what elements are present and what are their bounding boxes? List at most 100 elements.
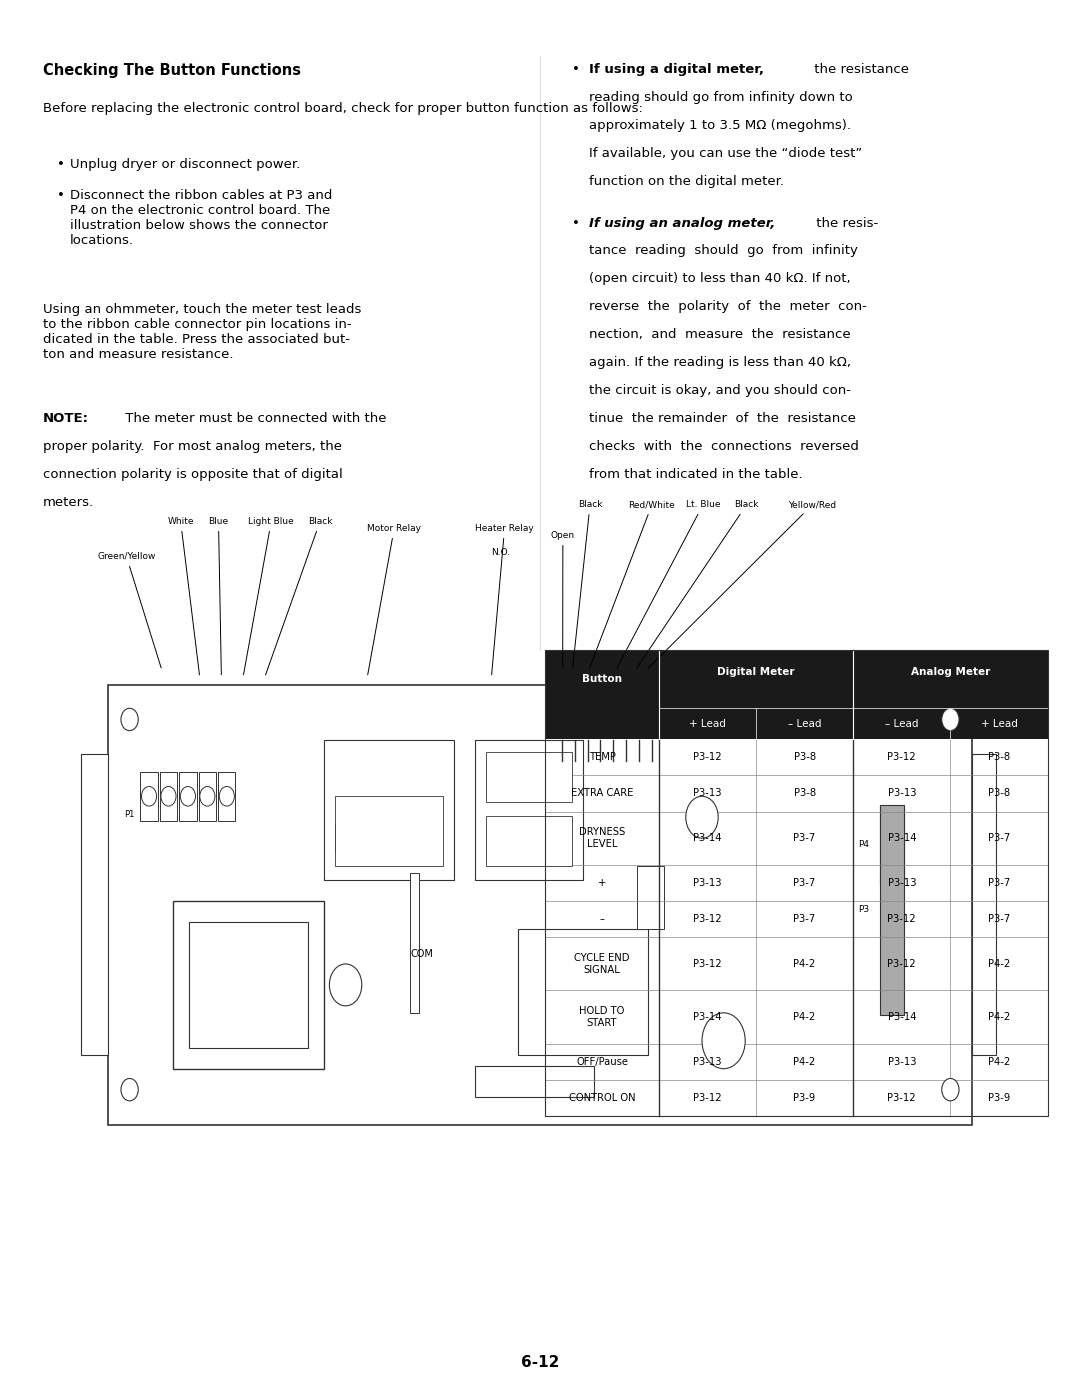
Bar [880,806,904,883]
Text: P3-12: P3-12 [888,958,916,970]
Bar [81,754,108,1055]
Bar [545,901,1048,937]
Bar [880,805,904,1014]
Text: +: + [598,877,606,888]
Text: P3-13: P3-13 [888,1056,916,1067]
Text: TEMP: TEMP [589,752,616,763]
Bar [189,922,308,1048]
Bar [218,771,235,821]
Text: •: • [57,158,65,170]
Text: P3-12: P3-12 [693,914,721,925]
Text: P3-13: P3-13 [888,877,916,888]
Text: •: • [57,189,65,201]
Text: Blue: Blue [208,517,229,675]
Text: P4-2: P4-2 [988,958,1010,970]
Text: from that indicated in the table.: from that indicated in the table. [589,468,802,481]
Text: Checking The Button Functions: Checking The Button Functions [43,63,301,78]
Text: Lt. Blue: Lt. Blue [617,500,720,668]
Circle shape [702,1013,745,1069]
Text: If available, you can use the “diode test”: If available, you can use the “diode tes… [589,147,862,159]
Text: If using a digital meter,: If using a digital meter, [589,63,764,75]
Circle shape [200,787,215,806]
Text: reading should go from infinity down to: reading should go from infinity down to [589,91,852,103]
Text: EXTRA CARE: EXTRA CARE [571,788,633,799]
Text: P3-12: P3-12 [888,914,916,925]
Circle shape [121,1078,138,1101]
Text: P3-12: P3-12 [693,958,721,970]
Bar [410,873,419,1013]
Bar [324,740,454,880]
Text: •: • [572,217,580,229]
Text: P4-2: P4-2 [794,958,815,970]
Text: P3: P3 [859,905,869,914]
Bar [475,740,583,880]
Text: P3-12: P3-12 [693,1092,721,1104]
Text: P3-8: P3-8 [794,752,815,763]
Bar [637,866,664,929]
Text: meters.: meters. [43,496,94,509]
Text: P3-8: P3-8 [794,788,815,799]
Text: P3-12: P3-12 [888,1092,916,1104]
Text: P4-2: P4-2 [988,1011,1010,1023]
Bar [475,1066,594,1097]
Text: approximately 1 to 3.5 MΩ (megohms).: approximately 1 to 3.5 MΩ (megohms). [589,119,851,131]
Text: P4-2: P4-2 [794,1011,815,1023]
Text: reverse  the  polarity  of  the  meter  con-: reverse the polarity of the meter con- [589,300,866,313]
Text: (open circuit) to less than 40 kΩ. If not,: (open circuit) to less than 40 kΩ. If no… [589,272,850,285]
Bar [108,685,972,1125]
Text: Open: Open [551,531,575,668]
Bar [545,865,1048,901]
Bar [179,771,197,821]
Text: Light Blue: Light Blue [243,517,294,675]
Text: P3-14: P3-14 [888,1011,916,1023]
Text: CYCLE END
SIGNAL: CYCLE END SIGNAL [575,953,630,975]
Bar [518,929,648,1055]
Circle shape [942,708,959,731]
Text: P1: P1 [124,810,135,819]
Text: NOTE:: NOTE: [43,412,90,425]
Text: P3-12: P3-12 [693,752,721,763]
Text: the resis-: the resis- [812,217,878,229]
Bar [335,796,443,866]
Text: the circuit is okay, and you should con-: the circuit is okay, and you should con- [589,384,851,397]
Circle shape [219,787,234,806]
Circle shape [141,787,157,806]
Text: proper polarity.  For most analog meters, the: proper polarity. For most analog meters,… [43,440,342,453]
Circle shape [121,708,138,731]
Bar [486,816,572,866]
Text: White: White [167,517,200,675]
Text: DRYNESS
LEVEL: DRYNESS LEVEL [579,827,625,849]
Text: P3-12: P3-12 [888,752,916,763]
Text: The meter must be connected with the: The meter must be connected with the [121,412,387,425]
Text: Black: Black [636,500,759,668]
Text: checks  with  the  connections  reversed: checks with the connections reversed [589,440,859,453]
Text: P4-2: P4-2 [988,1056,1010,1067]
Text: P3-7: P3-7 [794,833,815,844]
Text: tinue  the remainder  of  the  resistance: tinue the remainder of the resistance [589,412,855,425]
Text: P3-8: P3-8 [988,788,1010,799]
Text: P3-14: P3-14 [693,833,721,844]
Text: If using an analog meter,: If using an analog meter, [589,217,774,229]
Text: Motor Relay: Motor Relay [367,524,421,675]
Bar [545,1080,1048,1116]
Text: tance  reading  should  go  from  infinity: tance reading should go from infinity [589,244,858,257]
Text: P3-7: P3-7 [794,877,815,888]
Text: Black: Black [266,517,333,675]
Text: the resistance: the resistance [810,63,909,75]
Circle shape [329,964,362,1006]
Bar [335,824,356,852]
Text: 6-12: 6-12 [521,1355,559,1369]
Text: P3-13: P3-13 [693,877,721,888]
Bar [545,937,1048,990]
Text: P3-14: P3-14 [693,1011,721,1023]
Bar [173,901,324,1069]
Text: Unplug dryer or disconnect power.: Unplug dryer or disconnect power. [70,158,300,170]
Bar [140,771,158,821]
Circle shape [942,1078,959,1101]
Bar [972,754,996,1055]
Text: Black: Black [572,500,603,668]
Text: Before replacing the electronic control board, check for proper button function : Before replacing the electronic control … [43,102,643,115]
Text: P4-2: P4-2 [794,1056,815,1067]
Text: connection polarity is opposite that of digital: connection polarity is opposite that of … [43,468,343,481]
Text: again. If the reading is less than 40 kΩ,: again. If the reading is less than 40 kΩ… [589,356,851,369]
